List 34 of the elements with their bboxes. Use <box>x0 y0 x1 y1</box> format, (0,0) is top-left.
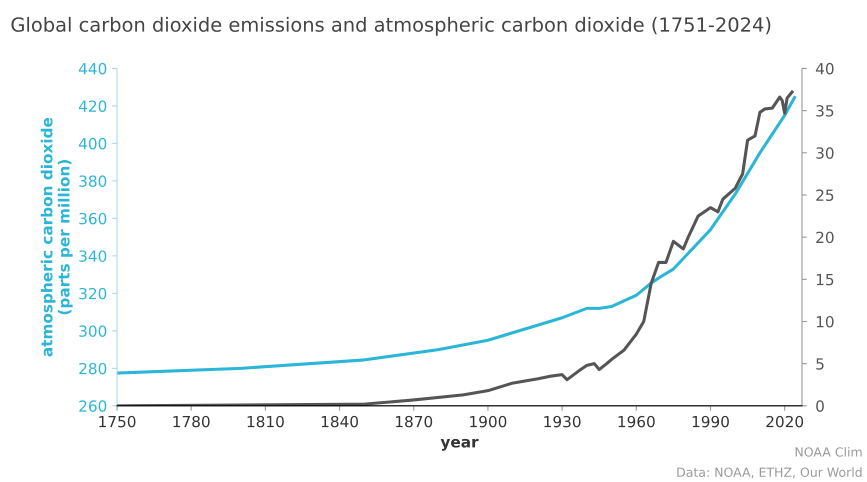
text: Data: NOAA, ETHZ, Our World <box>677 467 862 478</box>
y-tick-label: 280 <box>79 362 106 374</box>
y2-tick-label: 10 <box>816 316 834 328</box>
y2-tick-label: 35 <box>816 105 834 117</box>
y2-tick-label: 40 <box>816 62 834 74</box>
x-tick-label: 1840 <box>322 416 358 428</box>
y2-tick-label: 15 <box>816 274 834 286</box>
chart-title: Global carbon dioxide emissions and atmospheric carbon dioxide (1751-2024) <box>11 16 770 36</box>
x-tick-label: 1870 <box>396 416 432 428</box>
x-tick-label: 1960 <box>618 416 655 428</box>
y-tick-label: 300 <box>79 325 106 337</box>
x-tick-label: 1750 <box>99 416 136 428</box>
y-tick-label: 420 <box>78 100 106 112</box>
y2-tick-label: 0 <box>816 400 824 412</box>
x-tick-label: 1810 <box>248 416 284 428</box>
x-tick-label: 1990 <box>692 416 729 428</box>
y-tick-label: 320 <box>79 288 106 300</box>
y-tick-label: 380 <box>79 175 106 187</box>
y-axis-title: atmospheric carbon dioxide (parts per million) <box>40 118 73 356</box>
y2-tick-label: 30 <box>816 147 834 159</box>
y-tick-label: 260 <box>79 400 106 412</box>
y-tick-label: 340 <box>79 250 106 262</box>
y-tick-label: 400 <box>78 138 106 150</box>
y-tick-label: 440 <box>78 62 106 74</box>
y2-tick-label: 5 <box>816 358 824 370</box>
x-tick-label: 2020 <box>766 416 804 428</box>
y2-tick-label: 20 <box>816 232 834 244</box>
y-tick-label: 360 <box>79 212 106 224</box>
x-axis-title: year <box>440 438 479 451</box>
x-tick-label: 1780 <box>173 416 210 428</box>
y2-tick-label: 25 <box>816 189 834 201</box>
x-tick-label: 1900 <box>470 416 506 428</box>
text: NOAA Clim <box>796 447 862 457</box>
x-tick-label: 1930 <box>544 416 581 428</box>
